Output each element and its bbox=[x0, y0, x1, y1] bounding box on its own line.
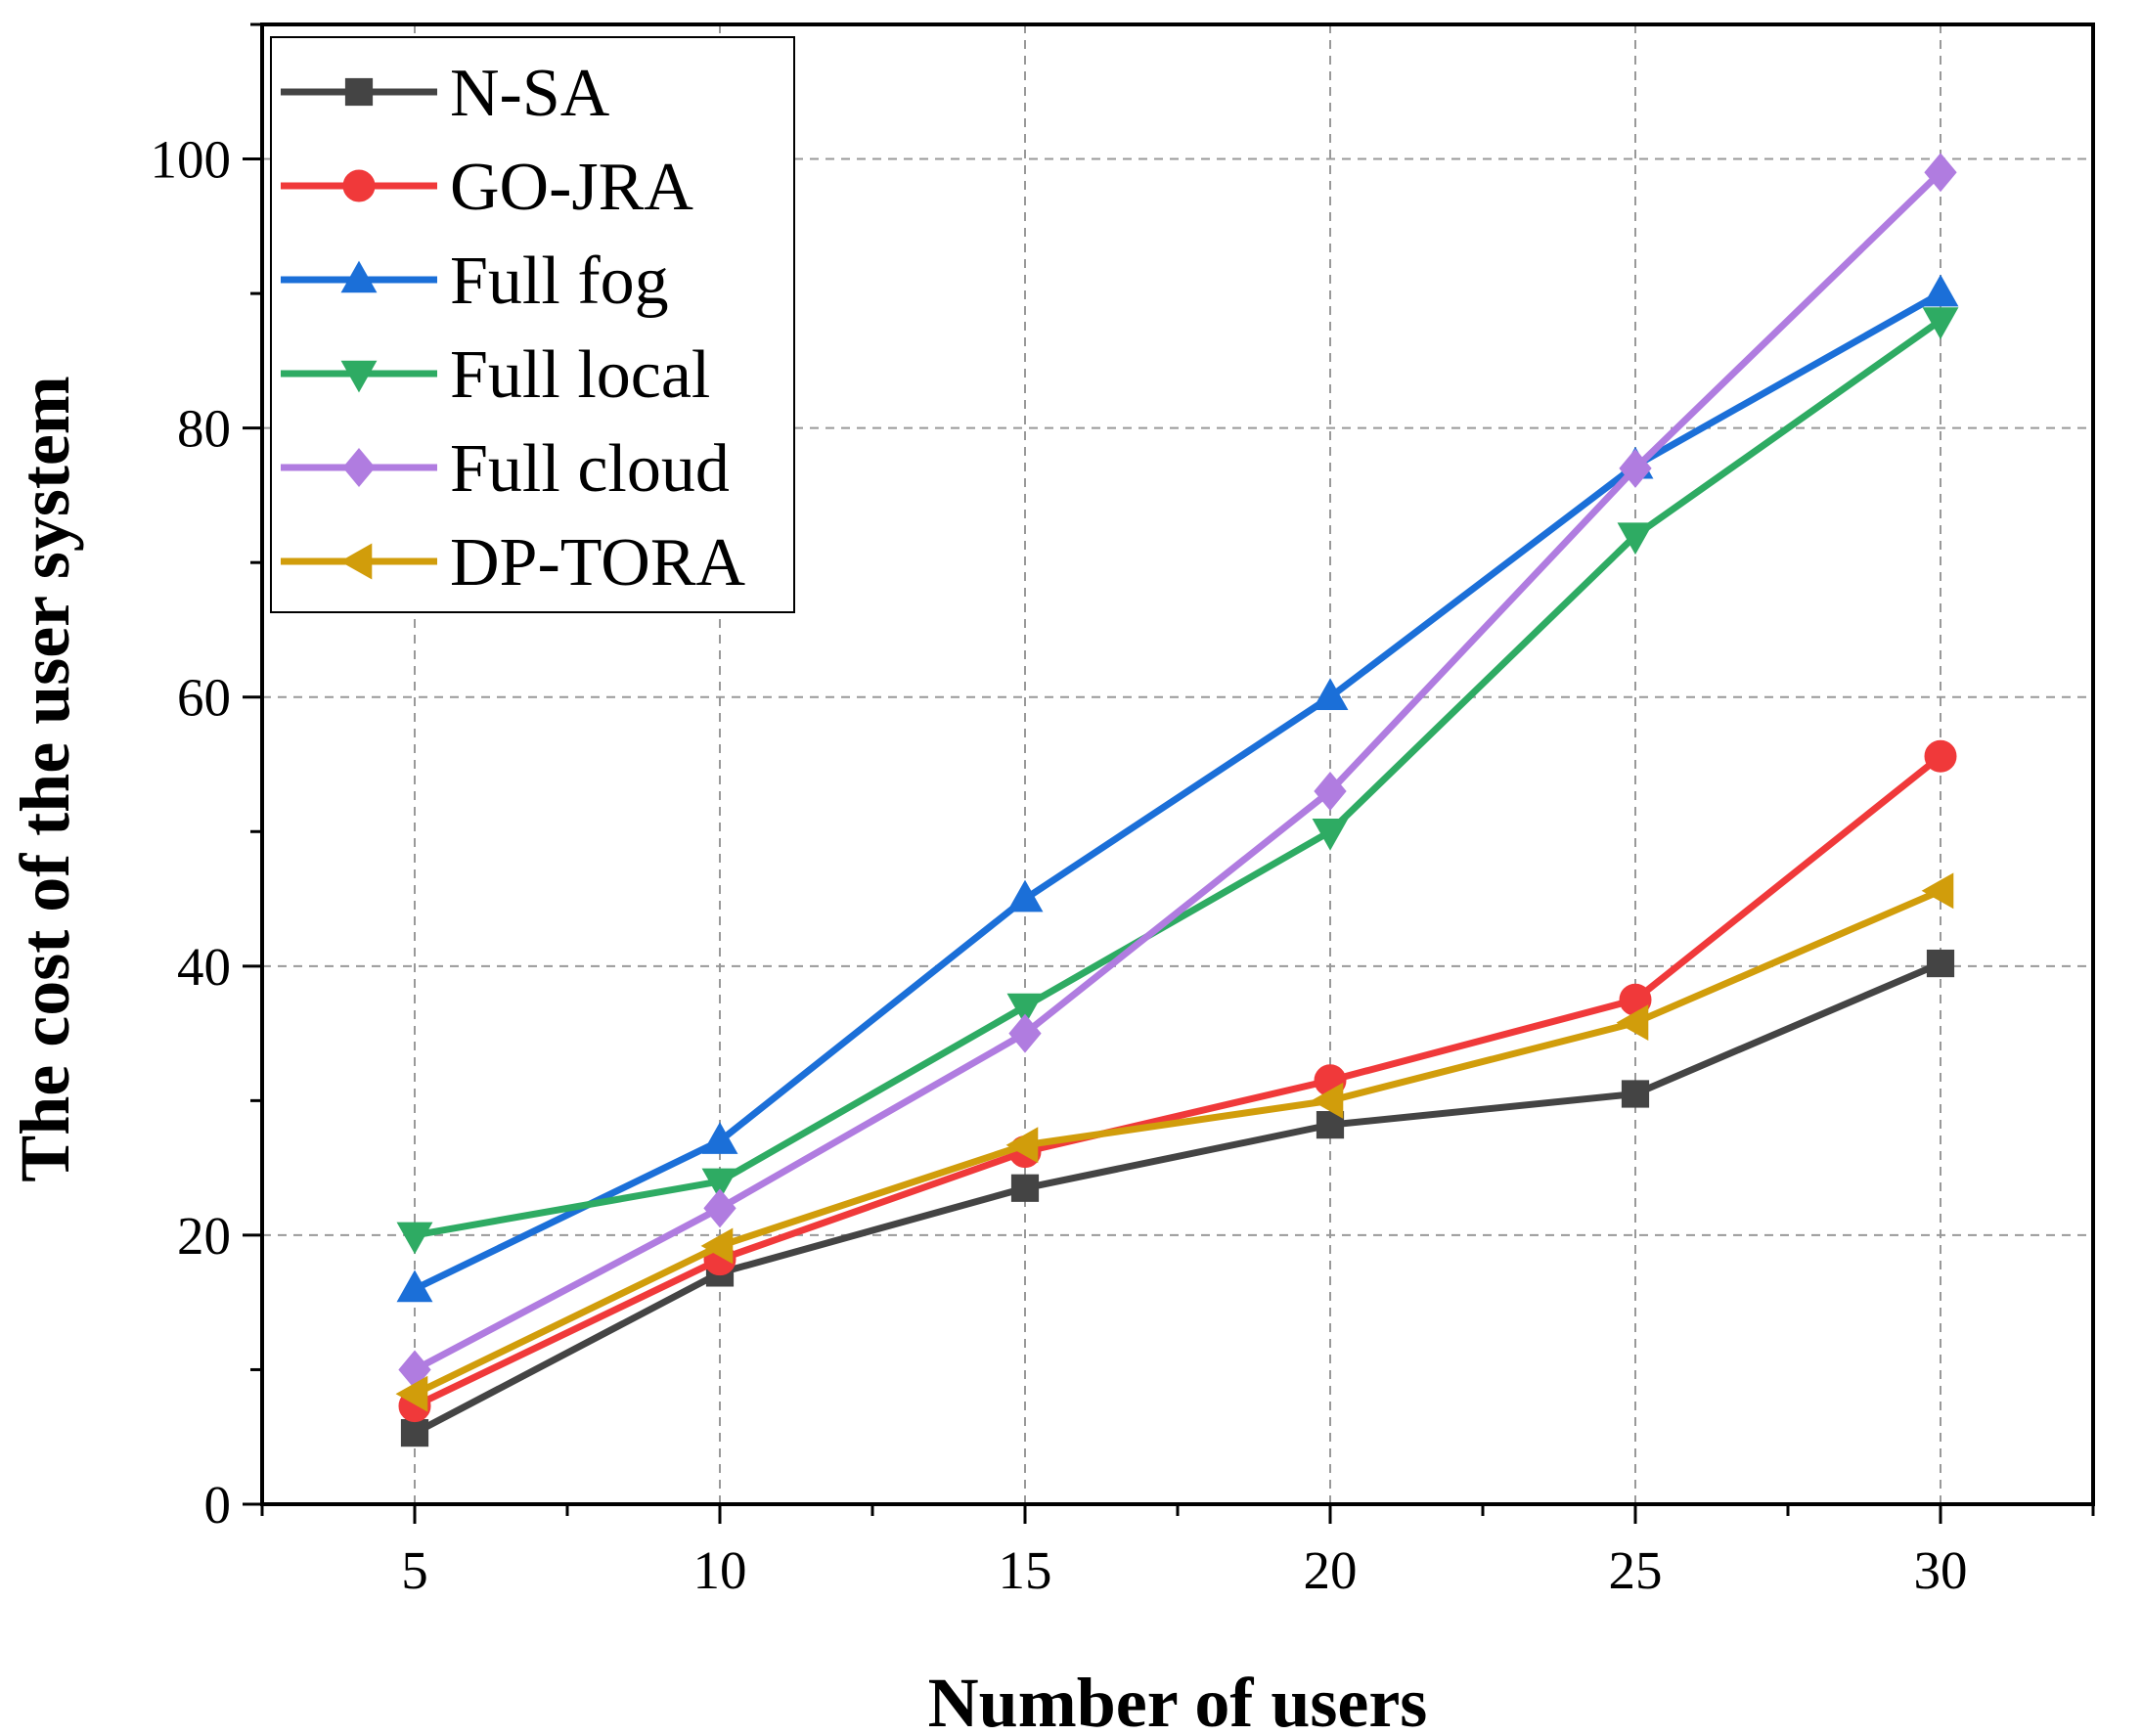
y-tick-label: 0 bbox=[204, 1475, 232, 1535]
data-point bbox=[700, 1227, 734, 1265]
legend-item: Full fog bbox=[281, 244, 669, 319]
data-point bbox=[395, 1375, 428, 1412]
data-point bbox=[701, 1168, 738, 1201]
data-point bbox=[701, 1122, 738, 1154]
legend-label: Full fog bbox=[450, 244, 669, 319]
data-point bbox=[1006, 993, 1044, 1026]
series-line bbox=[414, 317, 1943, 1239]
y-axis-title: The cost of the user system bbox=[6, 376, 84, 1182]
data-point bbox=[1005, 1127, 1039, 1164]
data-point bbox=[1617, 522, 1654, 556]
series-line bbox=[413, 169, 1943, 1373]
series-dp-tora bbox=[395, 872, 1954, 1412]
legend-marker bbox=[342, 169, 376, 202]
series-line bbox=[413, 887, 1942, 1398]
y-tick-label: 60 bbox=[177, 668, 231, 728]
series-line bbox=[413, 290, 1942, 1293]
legend-label: DP-TORA bbox=[450, 525, 746, 601]
legend-marker bbox=[340, 260, 378, 293]
x-tick-label: 15 bbox=[999, 1540, 1052, 1600]
x-tick-label: 25 bbox=[1609, 1540, 1663, 1600]
data-point bbox=[1010, 1174, 1040, 1202]
data-point bbox=[1616, 1004, 1649, 1042]
y-tick-label: 40 bbox=[177, 937, 231, 997]
legend-marker bbox=[340, 360, 378, 393]
data-point bbox=[1008, 1013, 1042, 1053]
data-point bbox=[396, 1269, 433, 1303]
legend-marker bbox=[339, 543, 373, 580]
series-full-fog bbox=[396, 274, 1959, 1303]
x-axis-title: Number of users bbox=[928, 1664, 1428, 1736]
data-point bbox=[1314, 772, 1347, 811]
series-full-local bbox=[396, 307, 1959, 1255]
series-line bbox=[413, 959, 1942, 1437]
legend-label: Full cloud bbox=[450, 431, 730, 507]
data-point bbox=[703, 1188, 736, 1228]
axis-ticks: 5 10 15 20 25 30 0 20 40 60 80 100 bbox=[151, 22, 2095, 1600]
data-point bbox=[400, 1419, 429, 1447]
legend-marker bbox=[342, 448, 376, 487]
data-point bbox=[1924, 153, 1957, 193]
legend-label: GO-JRA bbox=[450, 150, 693, 225]
data-point bbox=[1312, 818, 1349, 851]
series-full-cloud bbox=[398, 153, 1957, 1390]
data-point bbox=[1921, 872, 1954, 910]
data-point bbox=[1311, 1082, 1344, 1119]
y-tick-label: 100 bbox=[151, 130, 232, 190]
data-point bbox=[1924, 739, 1957, 773]
data-point bbox=[1922, 307, 1959, 340]
x-tick-label: 5 bbox=[401, 1540, 428, 1600]
series-group bbox=[395, 153, 1959, 1447]
data-point bbox=[1006, 879, 1044, 913]
series-line bbox=[413, 753, 1943, 1409]
x-tick-label: 30 bbox=[1914, 1540, 1968, 1600]
legend-item: N-SA bbox=[281, 56, 610, 131]
x-tick-label: 20 bbox=[1304, 1540, 1358, 1600]
data-point bbox=[1312, 678, 1349, 711]
legend-item: Full local bbox=[281, 337, 710, 413]
legend-item: Full cloud bbox=[281, 431, 730, 507]
legend-box bbox=[270, 36, 795, 613]
data-point bbox=[1926, 949, 1955, 978]
legend-marker bbox=[344, 77, 374, 107]
data-point bbox=[1619, 448, 1652, 488]
legend-label: Full local bbox=[450, 337, 710, 413]
legend: N-SA GO-JRA Full fog Full local Full cloud DP… bbox=[270, 36, 795, 613]
y-tick-label: 80 bbox=[177, 399, 231, 459]
legend-label: N-SA bbox=[450, 56, 610, 131]
y-tick-label: 20 bbox=[177, 1206, 231, 1266]
legend-item: DP-TORA bbox=[281, 525, 746, 601]
data-point bbox=[1922, 274, 1959, 307]
data-point bbox=[1621, 1080, 1650, 1108]
legend-item: GO-JRA bbox=[281, 150, 693, 225]
data-point bbox=[396, 1222, 433, 1255]
x-tick-label: 10 bbox=[693, 1540, 747, 1600]
